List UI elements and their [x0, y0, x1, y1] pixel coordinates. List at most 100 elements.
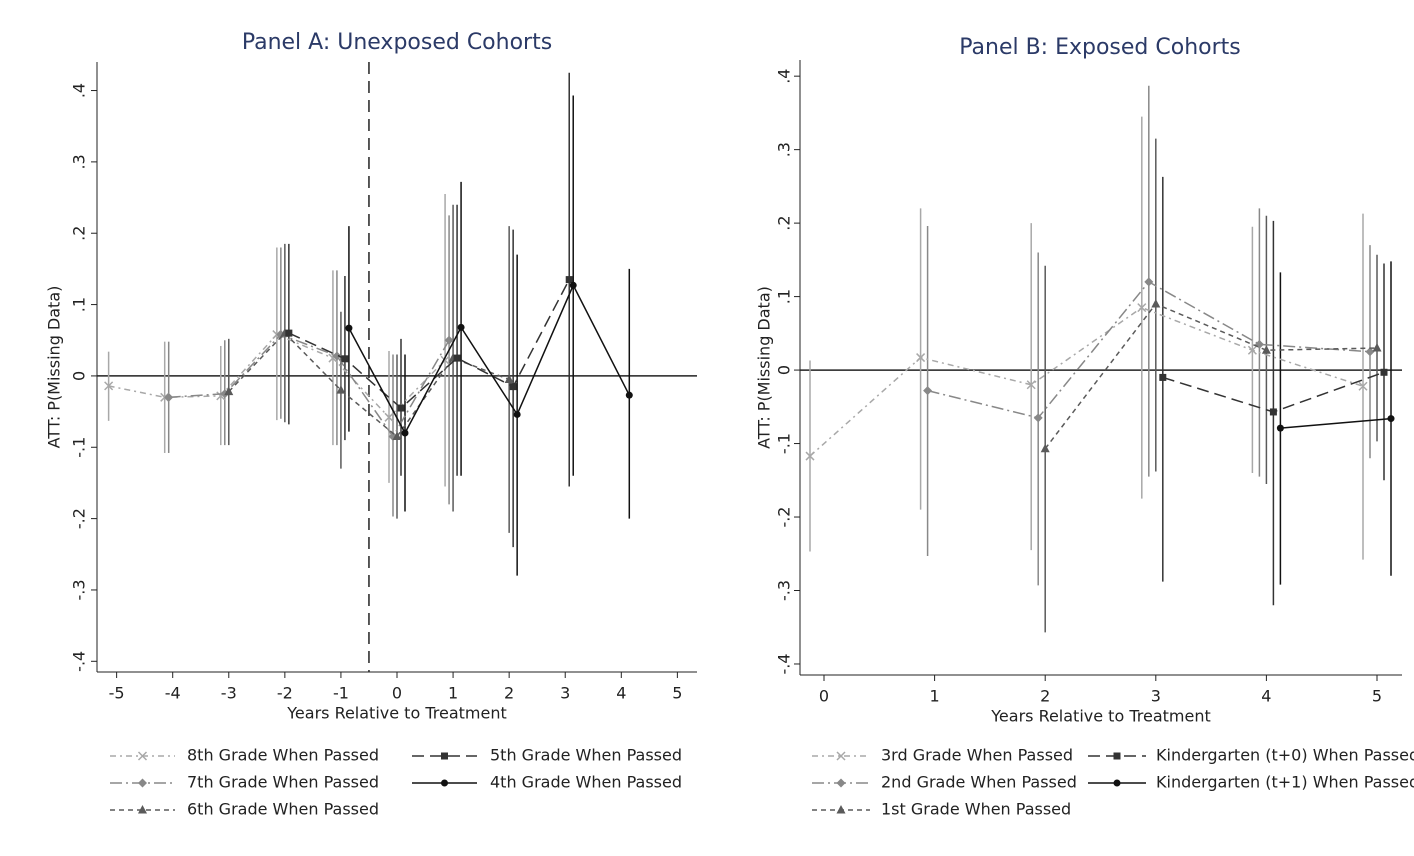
x-tick-label: -2 [277, 684, 293, 703]
marker [1365, 347, 1375, 357]
y-tick-label: -.4 [775, 653, 794, 674]
legend-marker [441, 779, 448, 787]
legend-marker [1113, 779, 1121, 787]
y-tick-label: -.1 [70, 437, 89, 458]
legend-marker [836, 778, 846, 788]
marker [453, 354, 461, 362]
marker [1254, 339, 1264, 349]
marker [504, 374, 514, 383]
marker [1269, 408, 1277, 416]
series-line [348, 283, 630, 435]
marker [384, 412, 394, 422]
marker [625, 391, 633, 399]
x-tick-label: 3 [1151, 687, 1161, 706]
legend-label: 2nd Grade When Passed [881, 773, 1077, 792]
marker [513, 410, 521, 418]
marker [1040, 443, 1050, 453]
marker [1380, 368, 1388, 376]
y-axis-label: ATT: P(Missing Data) [45, 286, 64, 449]
x-tick-label: 3 [560, 684, 570, 703]
x-tick-label: 0 [819, 687, 829, 706]
legend-label: 5th Grade When Passed [490, 746, 682, 765]
marker [1137, 303, 1147, 313]
x-tick-label: 5 [672, 684, 682, 703]
marker [1247, 345, 1257, 355]
legend-label: Kindergarten (t+1) When Passed [1156, 773, 1414, 792]
x-tick-label: 4 [1261, 687, 1271, 706]
x-tick-label: -3 [221, 684, 237, 703]
marker [285, 329, 293, 337]
marker [509, 383, 517, 391]
legend-label: 6th Grade When Passed [187, 800, 379, 819]
marker [565, 276, 573, 284]
marker [164, 392, 174, 402]
y-tick-label: -.4 [70, 651, 89, 672]
chart-title: Panel A: Unexposed Cohorts [242, 30, 552, 55]
legend-label: 1st Grade When Passed [881, 800, 1071, 819]
y-tick-label: -.3 [775, 580, 794, 601]
marker [569, 281, 577, 289]
marker [923, 386, 933, 396]
y-tick-label: -.1 [775, 433, 794, 454]
panel: Panel B: Exposed Cohorts Years Relative t… [755, 35, 1414, 819]
legend-label: 7th Grade When Passed [187, 773, 379, 792]
marker [916, 353, 926, 363]
y-tick-label: .4 [775, 69, 794, 84]
marker [1261, 345, 1271, 354]
x-tick-label: 0 [392, 684, 402, 703]
x-tick-label: 2 [1040, 687, 1050, 706]
marker [224, 386, 234, 396]
series-line [288, 279, 570, 410]
series-line [1044, 303, 1378, 450]
x-tick-label: -1 [333, 684, 349, 703]
marker [104, 381, 114, 391]
legend-marker [138, 778, 147, 788]
marker [392, 431, 402, 441]
y-tick-label: .4 [70, 83, 89, 98]
y-tick-label: 0 [775, 365, 794, 375]
y-tick-label: -.3 [70, 579, 89, 600]
chart-title: Panel B: Exposed Cohorts [959, 35, 1241, 60]
x-tick-label: -5 [109, 684, 125, 703]
legend-label: 4th Grade When Passed [490, 773, 682, 792]
marker [805, 451, 815, 461]
marker [457, 323, 465, 331]
x-tick-label: 4 [616, 684, 626, 703]
marker [1026, 380, 1036, 390]
legend-label: Kindergarten (t+0) When Passed [1156, 746, 1414, 765]
marker [397, 404, 405, 412]
y-tick-label: .1 [70, 297, 89, 312]
marker [345, 324, 353, 332]
series-line [809, 306, 1364, 457]
series-line [228, 332, 510, 438]
x-tick-label: 1 [448, 684, 458, 703]
y-tick-label: .1 [775, 289, 794, 304]
legend-marker [1113, 752, 1121, 760]
y-tick-label: .2 [70, 226, 89, 241]
marker [444, 335, 454, 345]
marker [1033, 413, 1043, 423]
y-axis-label: ATT: P(Missing Data) [755, 286, 774, 449]
legend-label: 8th Grade When Passed [187, 746, 379, 765]
marker [1358, 381, 1368, 391]
legend-marker [836, 751, 846, 761]
marker [1372, 343, 1382, 352]
y-tick-label: .3 [70, 154, 89, 169]
legend-marker [137, 751, 148, 761]
marker [332, 351, 342, 361]
marker [1159, 373, 1167, 381]
x-tick-label: 5 [1372, 687, 1382, 706]
x-axis-label: Years Relative to Treatment [286, 704, 506, 723]
marker [1276, 424, 1284, 432]
series-line [1280, 417, 1392, 429]
x-tick-label: 2 [504, 684, 514, 703]
y-tick-label: -.2 [70, 508, 89, 529]
marker [1151, 298, 1161, 308]
series-line [168, 333, 450, 438]
marker [401, 429, 409, 437]
marker [1144, 277, 1154, 287]
marker [341, 355, 349, 363]
x-axis-label: Years Relative to Treatment [990, 707, 1210, 726]
legend-label: 3rd Grade When Passed [881, 746, 1073, 765]
y-tick-label: -.2 [775, 507, 794, 528]
